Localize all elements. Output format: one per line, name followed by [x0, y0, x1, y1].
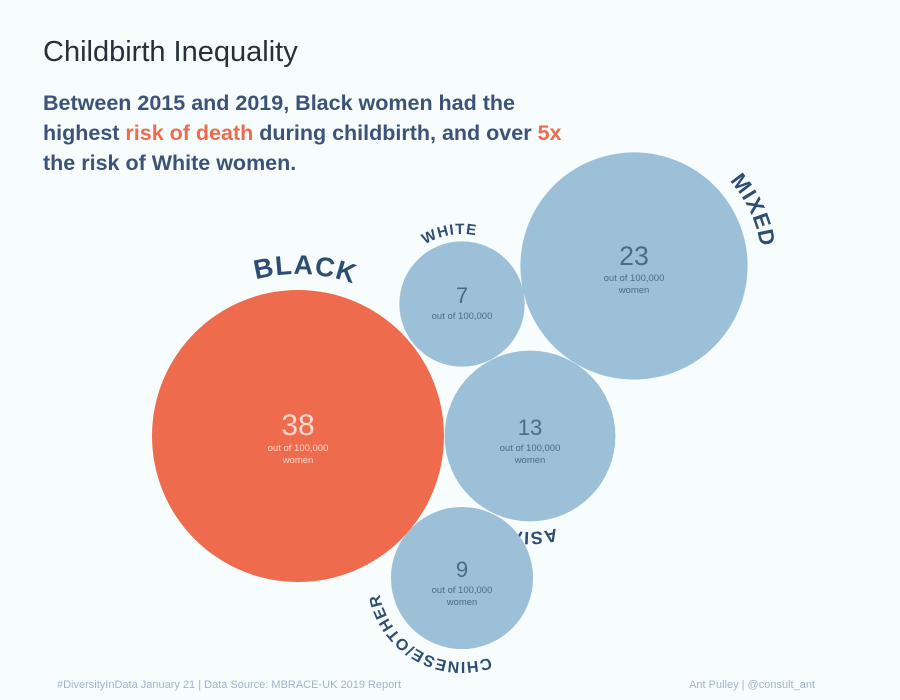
subtitle-text-1: Between 2015 and 2019, Black women had t… [43, 91, 515, 145]
bubble-unit-white: out of 100,000 [432, 311, 493, 322]
subtitle-text-2: during childbirth, and over [253, 121, 538, 145]
bubble-unit-chinese-other: out of 100,000 women [432, 585, 493, 608]
chart-title: Childbirth Inequality [43, 36, 298, 68]
bubble-value-chinese-other: 9 [456, 557, 468, 582]
footer-author: Ant Pulley | @consult_ant [689, 679, 815, 691]
bubble-white [399, 241, 525, 367]
bubble-asian [444, 350, 616, 522]
subtitle-highlight-5x: 5x [537, 121, 562, 145]
bubble-label-black: BLACK [251, 250, 361, 290]
subtitle-text-3: the risk of White women. [43, 151, 297, 175]
bubble-value-asian: 13 [518, 415, 542, 440]
bubble-value-black: 38 [281, 409, 314, 442]
bubble-value-mixed: 23 [619, 241, 649, 271]
footer-source: #DiversityInData January 21 | Data Sourc… [57, 679, 402, 691]
bubble-black [152, 290, 444, 582]
bubble-chinese-other [390, 506, 534, 650]
bubble-unit-asian: out of 100,000 women [500, 443, 561, 466]
subtitle-highlight-risk: risk of death [125, 121, 254, 145]
bubble-unit-black: out of 100,000 women [268, 443, 329, 466]
bubble-value-white: 7 [456, 283, 468, 308]
chart-subtitle: Between 2015 and 2019, Black women had t… [43, 88, 583, 178]
bubble-mixed [520, 152, 748, 380]
bubble-unit-mixed: out of 100,000 women [604, 273, 665, 296]
